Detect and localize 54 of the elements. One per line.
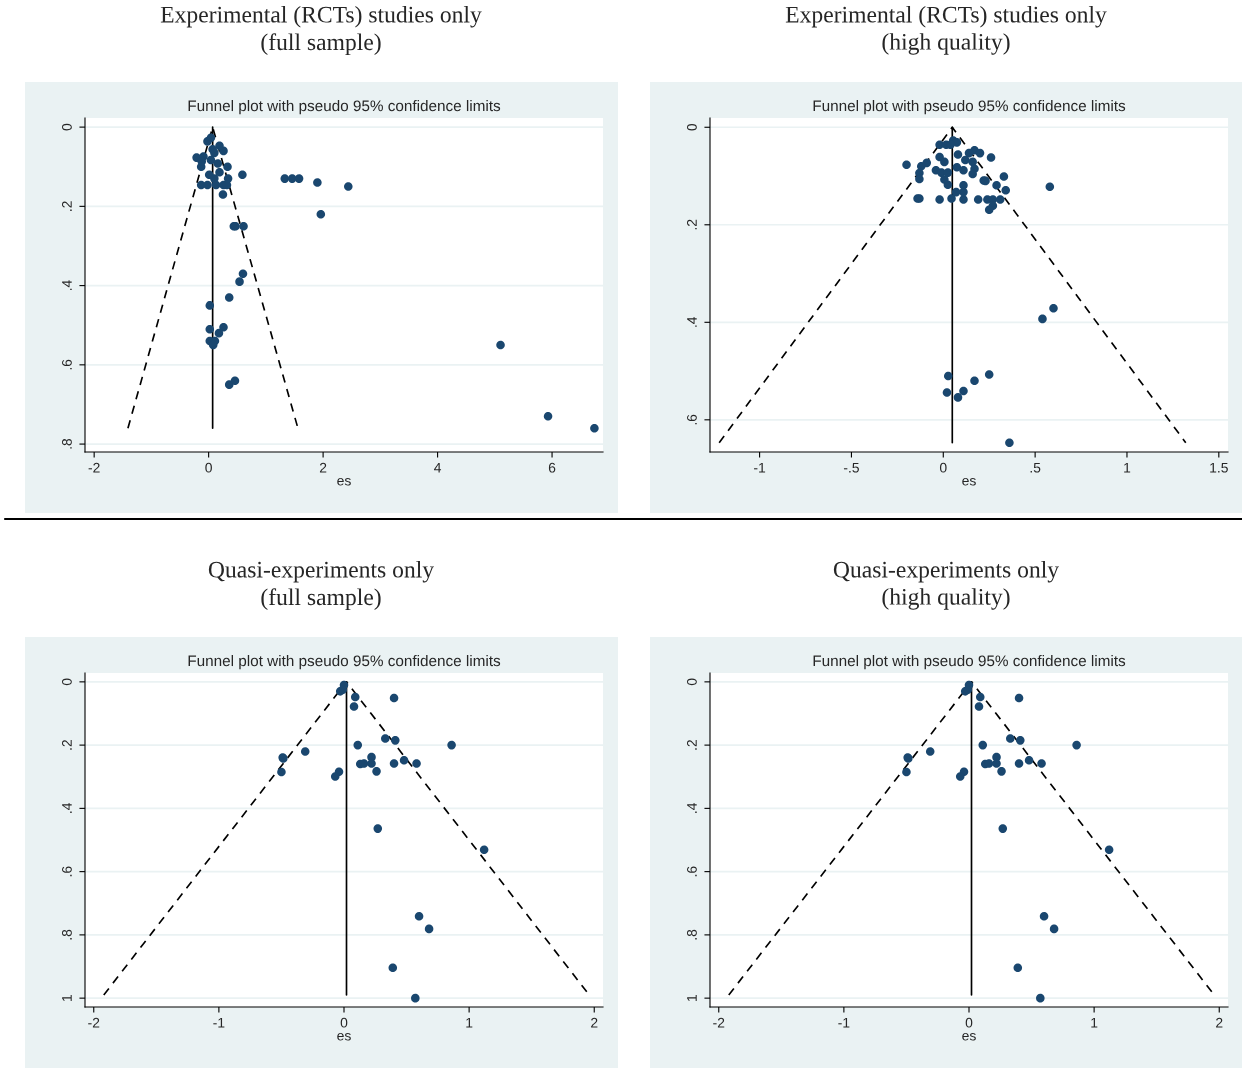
- x-tick-label: -.5: [843, 462, 859, 473]
- y-tick-label: .6: [62, 866, 72, 877]
- x-tick-label: 1: [1124, 462, 1131, 473]
- y-tick-label: .4: [62, 802, 72, 813]
- x-tick-label: 1: [1091, 1017, 1098, 1028]
- x-axis-title: es: [337, 1032, 351, 1041]
- y-tick-label: .2: [687, 219, 697, 230]
- chart-subtitle: Funnel plot with pseudo 95% confidence limits: [188, 654, 501, 670]
- y-tick-label: .4: [687, 802, 697, 813]
- chart-title: Experimental (RCTs) studies only (full sample): [160, 6, 482, 55]
- x-tick-label: 0: [205, 462, 212, 473]
- x-tick-label: -1: [754, 462, 766, 473]
- x-tick-label: 6: [548, 462, 556, 473]
- x-tick-label: -1: [838, 1017, 850, 1028]
- y-tick-label: .2: [62, 201, 72, 211]
- x-tick-label: 2: [319, 462, 327, 473]
- y-tick-label: .4: [687, 316, 697, 327]
- y-tick-label: 1: [62, 994, 72, 1001]
- y-tick-label: .8: [687, 929, 697, 940]
- chart-title: Quasi-experiments only (full sample): [208, 561, 435, 610]
- x-tick-label: 0: [340, 1017, 348, 1028]
- x-tick-label: 4: [434, 462, 442, 473]
- chart-subtitle: Funnel plot with pseudo 95% confidence limits: [813, 99, 1126, 115]
- chart-title: Experimental (RCTs) studies only (high quality): [785, 6, 1107, 55]
- x-tick-label: .5: [1030, 462, 1041, 473]
- y-tick-label: .4: [62, 280, 72, 291]
- y-tick-label: 0: [62, 678, 72, 686]
- x-tick-label: 0: [965, 1017, 973, 1028]
- x-tick-label: -2: [88, 1017, 100, 1028]
- y-tick-label: .8: [62, 929, 72, 940]
- x-tick-label: -1: [213, 1017, 225, 1028]
- y-tick-label: .6: [687, 866, 697, 877]
- y-tick-label: .2: [687, 740, 697, 750]
- y-tick-label: 0: [687, 123, 697, 131]
- x-tick-label: 1: [466, 1017, 473, 1028]
- x-tick-label: 0: [939, 462, 947, 473]
- x-tick-label: 2: [591, 1017, 598, 1028]
- chart-subtitle: Funnel plot with pseudo 95% confidence limits: [188, 99, 501, 115]
- y-tick-label: 1: [687, 994, 697, 1001]
- y-tick-label: .6: [687, 414, 697, 425]
- x-axis-title: es: [337, 477, 351, 486]
- x-tick-label: 2: [1216, 1017, 1223, 1028]
- y-tick-label: .8: [62, 438, 72, 449]
- x-axis-title: es: [962, 1032, 976, 1041]
- chart-title: Quasi-experiments only (high quality): [833, 561, 1060, 610]
- x-tick-label: -2: [88, 462, 100, 473]
- chart-subtitle: Funnel plot with pseudo 95% confidence limits: [813, 654, 1126, 670]
- y-tick-label: 0: [62, 123, 72, 131]
- x-axis-title: es: [962, 477, 976, 486]
- y-tick-label: 0: [687, 678, 697, 686]
- y-tick-label: .6: [62, 359, 72, 370]
- y-tick-label: .2: [62, 740, 72, 750]
- x-tick-label: 1.5: [1210, 462, 1228, 473]
- x-tick-label: -2: [713, 1017, 725, 1028]
